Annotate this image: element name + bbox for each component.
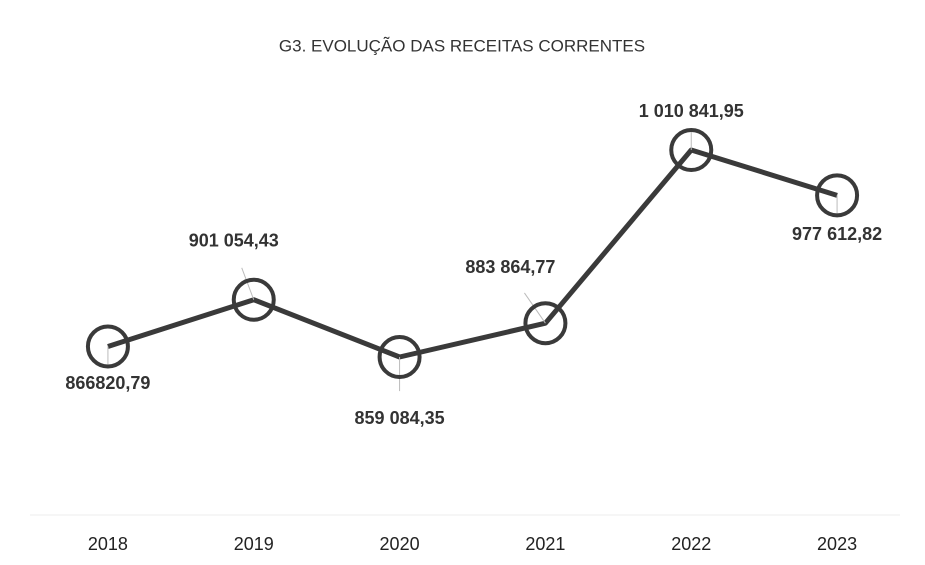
point <box>377 335 422 379</box>
point <box>523 301 568 346</box>
chart-title: G3. EVOLUÇÃO DAS RECEITAS CORRENTES <box>279 36 645 55</box>
x-tick-label: 2018 <box>88 534 128 554</box>
point <box>85 324 130 369</box>
data-label: 883 864,77 <box>465 257 555 277</box>
data-label: 1 010 841,95 <box>639 101 744 121</box>
data-label: 977 612,82 <box>792 224 882 244</box>
x-tick-label: 2022 <box>671 534 711 554</box>
data-label: 859 084,35 <box>355 408 445 428</box>
x-tick-label: 2021 <box>525 534 565 554</box>
x-tick-label: 2019 <box>234 534 274 554</box>
point <box>231 277 276 322</box>
x-tick-label: 2020 <box>380 534 420 554</box>
point <box>669 128 714 172</box>
data-label: 901 054,43 <box>189 231 279 251</box>
x-tick-label: 2023 <box>817 534 857 554</box>
point <box>815 173 860 218</box>
leader-line <box>241 267 255 300</box>
line <box>107 147 838 360</box>
data-label: 866820,79 <box>65 373 150 393</box>
